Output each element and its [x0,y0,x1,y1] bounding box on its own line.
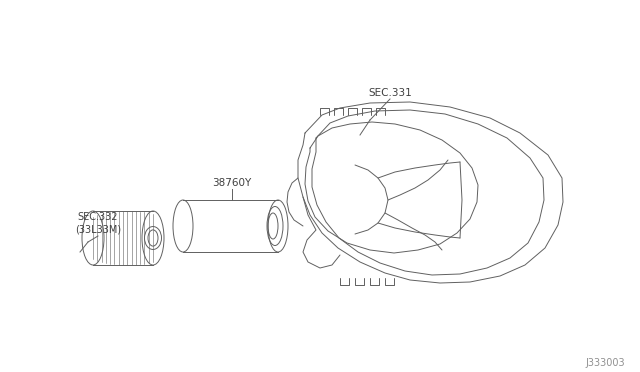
Text: SEC.332
(33L33M): SEC.332 (33L33M) [75,212,121,234]
Text: J333003: J333003 [586,358,625,368]
Text: 38760Y: 38760Y [212,178,252,188]
Text: SEC.331: SEC.331 [368,88,412,98]
